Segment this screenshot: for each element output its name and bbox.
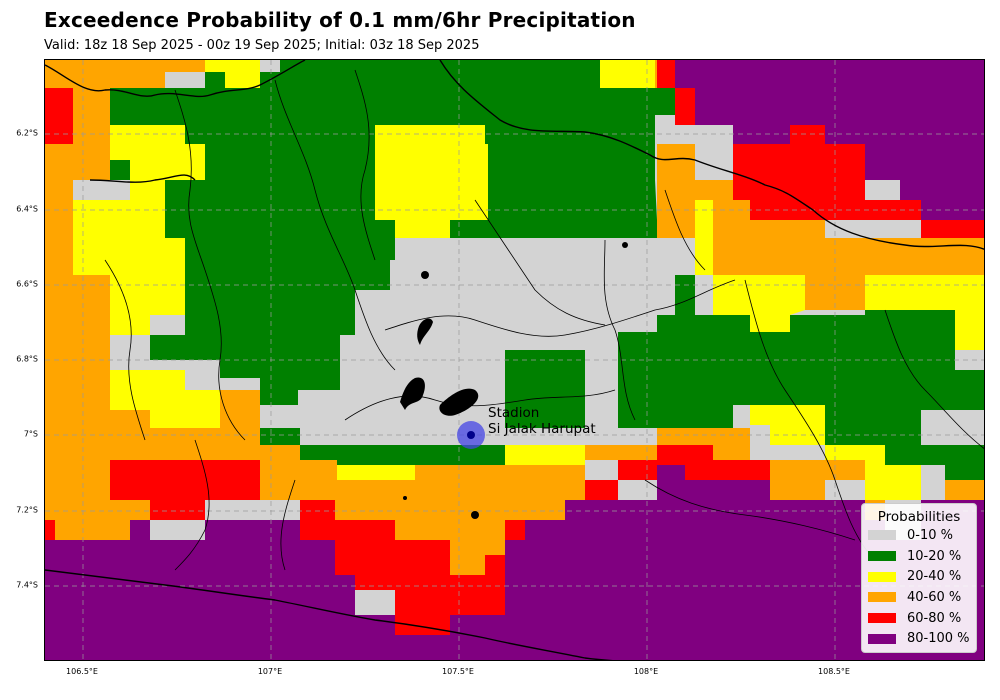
- zone-20-40-j: [110, 370, 220, 428]
- zone-40-60-ne2: [805, 238, 984, 310]
- legend: Probabilities 0-10 % 10-20 % 20-40 % 40-…: [861, 503, 977, 653]
- legend-item: 40-60 %: [862, 587, 976, 608]
- zone-10-20-farEast: [885, 445, 984, 480]
- legend-item: 20-40 %: [862, 566, 976, 587]
- lat-tick: 7°S: [23, 429, 38, 439]
- lon-tick: 108.5°E: [818, 667, 850, 676]
- station-marker[interactable]: [457, 421, 485, 449]
- map-subtitle: Valid: 18z 18 Sep 2025 - 00z 19 Sep 2025…: [44, 38, 480, 53]
- admin-boundaries: [104, 69, 984, 571]
- zone-60-80-east: [733, 125, 900, 220]
- legend-swatch: [868, 633, 896, 644]
- zone-20-40-b: [73, 200, 185, 335]
- zone-80-100-ne: [675, 60, 984, 200]
- legend-items: 0-10 % 10-20 % 20-40 % 40-60 % 60-80 % 8…: [862, 525, 976, 649]
- lon-tick: 107°E: [257, 667, 283, 676]
- legend-title: Probabilities: [877, 509, 961, 525]
- station-dot: [467, 431, 475, 439]
- lat-tick: 6.2°S: [16, 128, 38, 138]
- lat-tick: 7.4°S: [16, 580, 38, 590]
- legend-swatch: [868, 530, 896, 541]
- legend-item: 10-20 %: [862, 546, 976, 567]
- map-title: Exceedence Probability of 0.1 mm/6hr Pre…: [44, 8, 636, 32]
- zone-60-80-north: [657, 60, 695, 125]
- zone-20-40-k: [205, 60, 655, 88]
- station-label-line1: Stadion: [488, 405, 540, 421]
- zone-20-40-c: [110, 125, 205, 200]
- zone-60-80-west-edge: [45, 88, 73, 540]
- legend-label: 60-80 %: [907, 610, 962, 626]
- zone-20-40-g: [750, 405, 825, 445]
- probability-map-svg: [45, 60, 984, 660]
- lon-tick: 106.5°E: [66, 667, 98, 676]
- zone-20-40-f: [865, 275, 984, 350]
- zone-40-60-ne: [713, 200, 825, 275]
- zone-10-20-center: [505, 350, 585, 428]
- legend-swatch: [868, 592, 896, 603]
- zone-80-100-east-strip: [921, 180, 984, 220]
- legend-label: 80-100 %: [907, 631, 970, 647]
- legend-swatch: [868, 551, 896, 562]
- legend-label: 40-60 %: [907, 589, 962, 605]
- zone-40-60-se: [657, 428, 984, 540]
- legend-item: 60-80 %: [862, 608, 976, 629]
- zone-10-20-south: [260, 428, 505, 480]
- lon-tick: 107.5°E: [442, 667, 474, 676]
- coastline: [45, 60, 984, 660]
- lat-tick: 6.4°S: [16, 204, 38, 214]
- zone-20-40-i: [337, 445, 585, 480]
- zone-20-40-h: [825, 445, 921, 500]
- zone-80-100-south: [45, 465, 984, 660]
- station-label: Stadion Si Jalak Harupat: [488, 405, 596, 437]
- zone-60-80-south: [110, 460, 260, 520]
- gridlines: [45, 60, 984, 660]
- legend-label: 10-20 %: [907, 548, 962, 564]
- zone-40-60-north: [73, 60, 675, 88]
- legend-item: 80-100 %: [862, 628, 976, 649]
- zone-40-60-south: [260, 445, 657, 590]
- probability-map[interactable]: [44, 59, 985, 661]
- water-bodies: [400, 242, 628, 519]
- legend-label: 20-40 %: [907, 569, 962, 585]
- lat-tick: 7.2°S: [16, 505, 38, 515]
- legend-label: 0-10 %: [907, 527, 953, 543]
- station-label-line2: Si Jalak Harupat: [488, 421, 596, 437]
- legend-swatch: [868, 613, 896, 624]
- zone-10-20-east: [618, 238, 984, 465]
- lon-tick: 108°E: [633, 667, 659, 676]
- legend-item: 0-10 %: [862, 525, 976, 546]
- lat-tick: 6.6°S: [16, 279, 38, 289]
- legend-swatch: [868, 571, 896, 582]
- lat-tick: 6.8°S: [16, 354, 38, 364]
- zone-60-80-south2: [300, 445, 770, 635]
